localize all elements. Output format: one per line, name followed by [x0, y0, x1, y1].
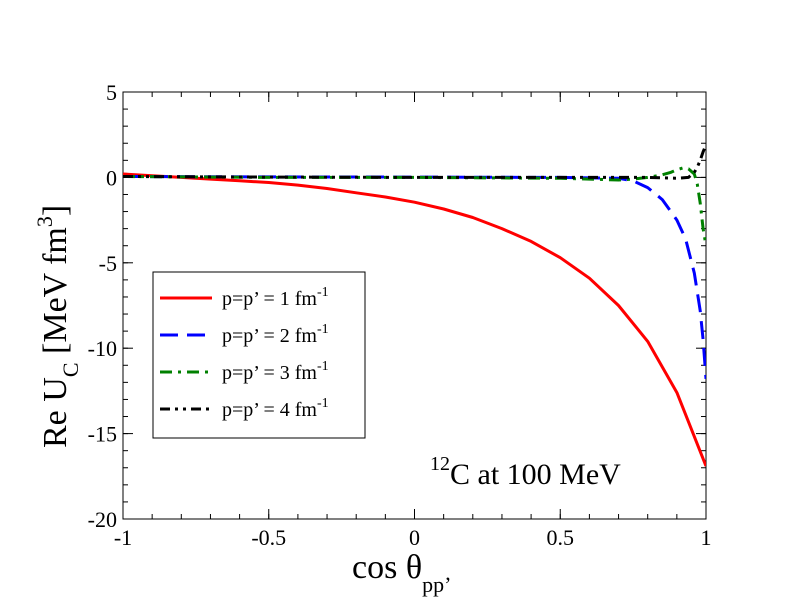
y-tick-label: -5	[99, 251, 117, 276]
legend-label-2: p=p’ = 2 fm-1	[222, 322, 329, 347]
x-tick-label: 1	[701, 525, 712, 550]
y-tick-label: -10	[88, 336, 117, 361]
x-tick-label: 0	[409, 525, 420, 550]
y-tick-label: -15	[88, 422, 117, 447]
annotation: 12C at 100 MeV	[430, 453, 621, 491]
series-line-3	[123, 166, 706, 246]
x-tick-label: -0.5	[251, 525, 286, 550]
y-tick-label: 0	[106, 165, 117, 190]
legend-label-1: p=p’ = 1 fm-1	[222, 285, 329, 310]
series-line-1	[123, 172, 706, 467]
x-axis-label: cos θpp’	[352, 549, 451, 597]
legend-label-3: p=p’ = 3 fm-1	[222, 359, 329, 384]
legend-label-4: p=p’ = 4 fm-1	[222, 396, 329, 421]
x-tick-label: -1	[114, 525, 132, 550]
y-tick-label: -20	[88, 507, 117, 532]
y-axis-label: Re UC [MeV fm3]	[32, 205, 83, 448]
series-layer	[123, 144, 706, 467]
y-tick-label: 5	[106, 80, 117, 105]
legend-box	[152, 271, 366, 439]
x-tick-label: 0.5	[547, 525, 575, 550]
series-line-4	[123, 144, 706, 180]
series-line-2	[123, 175, 706, 380]
axis-ticks: -1 -0.5 0 0.5 1 -20 -15 -10 -5 0 5	[88, 80, 712, 550]
legend: p=p’ = 1 fm-1 p=p’ = 2 fm-1 p=p’ = 3 fm-1 p…	[152, 271, 366, 439]
